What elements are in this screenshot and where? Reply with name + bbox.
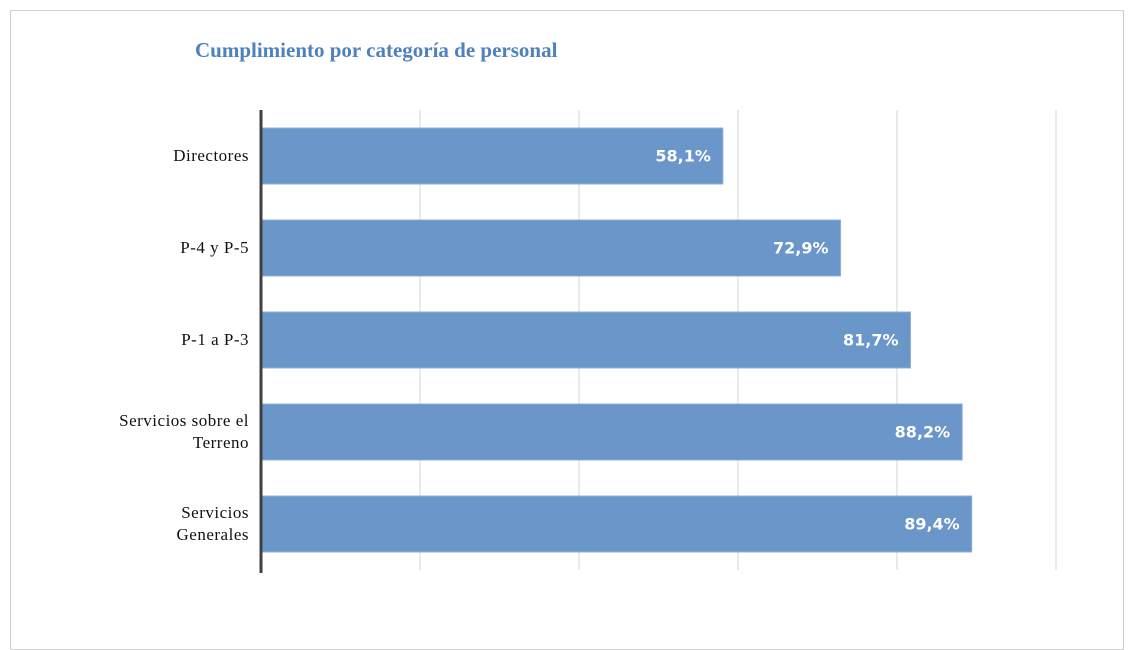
data-label: 81,7%	[843, 331, 899, 350]
bar	[260, 495, 973, 553]
y-tick-label: P-4 y P-5	[180, 238, 249, 257]
data-label: 72,9%	[773, 239, 829, 258]
y-tick-label: P-1 a P-3	[181, 330, 249, 349]
bar	[260, 219, 842, 277]
data-label: 58,1%	[655, 147, 711, 166]
y-tick-label: Servicios Generales	[176, 503, 249, 544]
bar	[260, 403, 963, 461]
y-tick-label: Servicios sobre el Terreno	[119, 411, 249, 452]
page: Cumplimiento por categoría de personal 5…	[10, 10, 1124, 650]
chart-title: Cumplimiento por categoría de personal	[195, 38, 558, 62]
data-label: 89,4%	[904, 515, 960, 534]
bar	[260, 127, 724, 185]
data-label: 88,2%	[895, 423, 951, 442]
bar	[260, 311, 912, 369]
y-tick-label: Directores	[173, 146, 249, 165]
chart: Cumplimiento por categoría de personal 5…	[195, 38, 1057, 573]
